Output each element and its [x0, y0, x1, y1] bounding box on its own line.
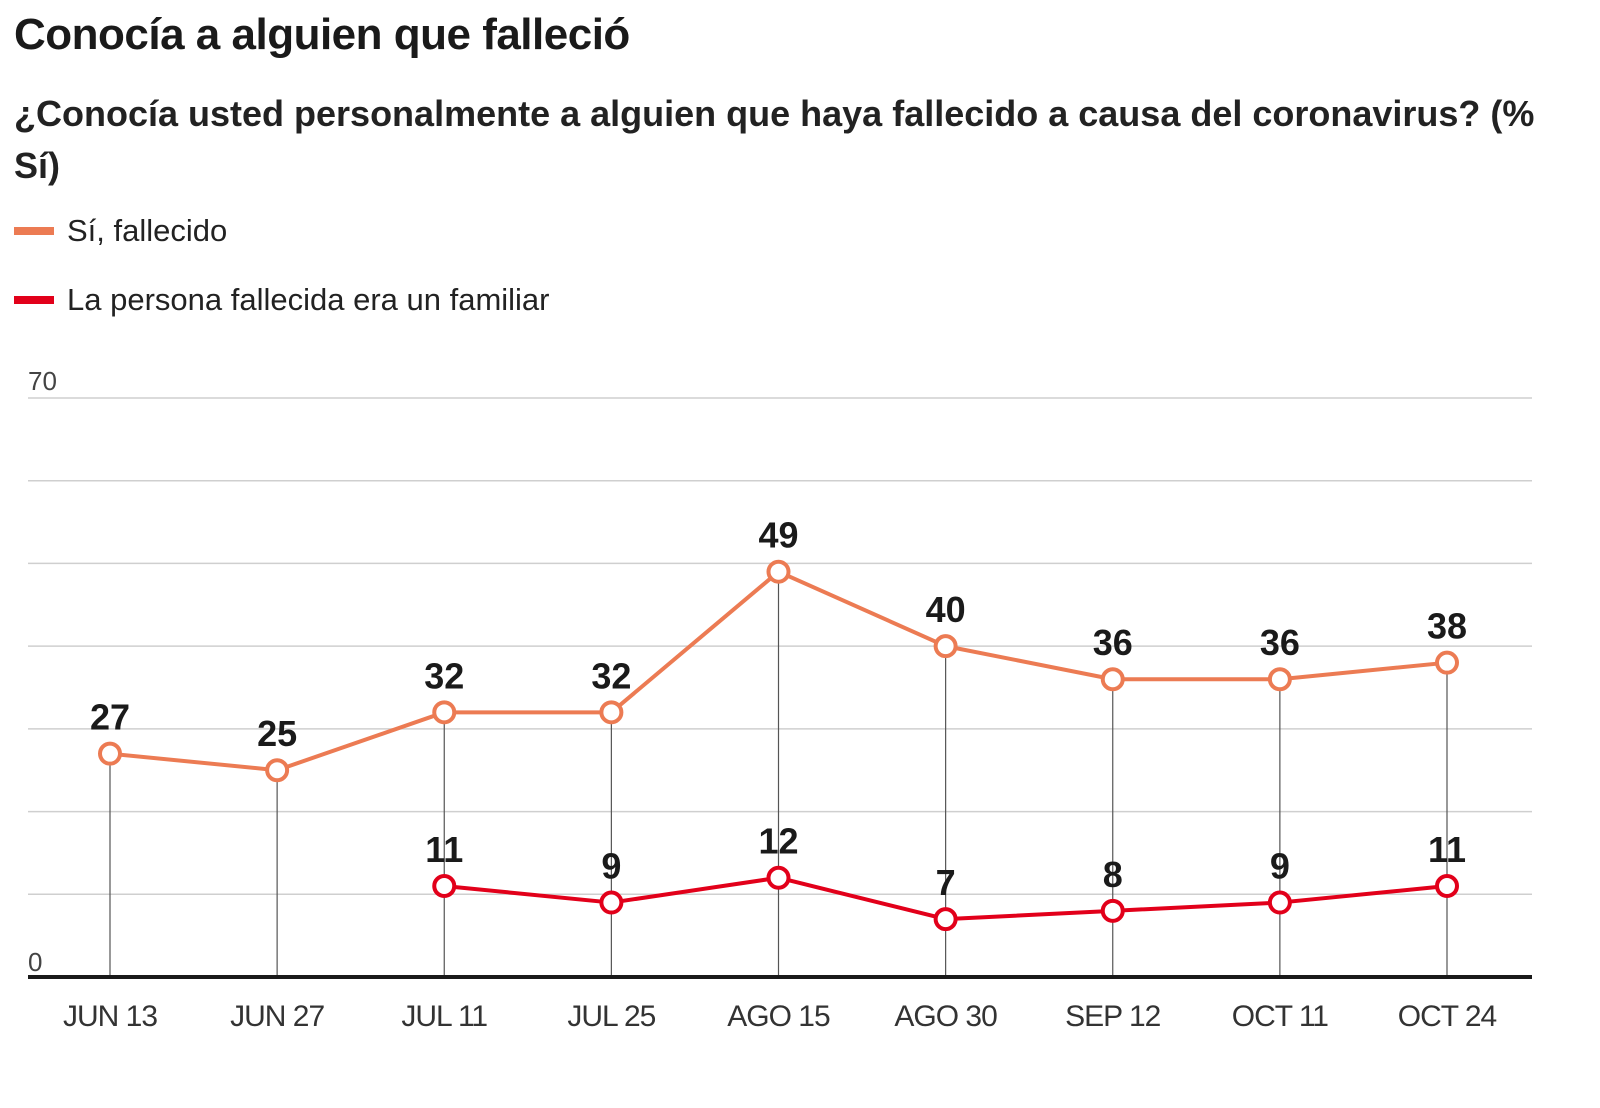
data-point-1: [432, 700, 457, 725]
y-tick-label-max: 70: [28, 366, 57, 396]
data-point-1: [766, 559, 791, 584]
data-point-1: [1435, 650, 1459, 675]
data-point-2: [1435, 874, 1459, 899]
x-tick-label: OCT 11: [1232, 1000, 1329, 1033]
data-point-1: [98, 741, 122, 766]
x-tick-label: AGO 30: [894, 1000, 997, 1033]
y-tick-label-min: 0: [28, 947, 42, 977]
data-label-1: 38: [1427, 606, 1467, 647]
data-point-2: [599, 890, 624, 915]
data-label-2: 11: [1428, 829, 1466, 870]
x-tick-label: JUL 11: [401, 1000, 487, 1033]
legend-swatch-fallecido: [14, 227, 54, 235]
data-point-2: [933, 907, 958, 932]
data-label-1: 36: [1093, 622, 1133, 663]
data-label-2: 11: [425, 829, 463, 870]
data-label-1: 25: [257, 713, 297, 754]
data-label-1: 36: [1260, 622, 1300, 663]
data-label-2: 9: [601, 846, 621, 887]
x-tick-label: JUN 13: [63, 1000, 157, 1033]
data-label-2: 7: [936, 862, 956, 903]
legend-label-fallecido: Sí, fallecido: [67, 213, 228, 248]
data-label-2: 12: [758, 821, 798, 862]
data-point-1: [1267, 667, 1292, 692]
data-point-1: [599, 700, 624, 725]
data-point-2: [766, 865, 791, 890]
chart-subtitle: ¿Conocía usted personalmente a alguien q…: [14, 93, 1535, 186]
x-tick-label: OCT 24: [1398, 1000, 1497, 1033]
legend-item-familiar: La persona fallecida era un familiar: [14, 282, 550, 318]
data-label-1: 27: [90, 697, 130, 738]
legend-swatch-familiar: [14, 296, 54, 304]
x-tick-label: AGO 15: [727, 1000, 830, 1033]
legend-item-fallecido: Sí, fallecido: [14, 213, 227, 249]
data-label-1: 40: [926, 589, 966, 630]
legend-label-familiar: La persona fallecida era un familiar: [67, 282, 550, 317]
data-label-1: 49: [758, 515, 798, 556]
data-label-2: 8: [1103, 854, 1123, 895]
x-tick-label: JUN 27: [230, 1000, 324, 1033]
x-tick-label: SEP 12: [1065, 1000, 1161, 1033]
data-point-1: [933, 634, 958, 659]
data-point-1: [265, 758, 290, 783]
data-label-1: 32: [424, 655, 464, 696]
data-label-2: 9: [1270, 846, 1290, 887]
data-point-2: [1100, 898, 1125, 923]
data-point-2: [1267, 890, 1292, 915]
x-tick-label: JUL 25: [567, 1000, 655, 1033]
data-point-2: [432, 874, 457, 899]
chart-title: Conocía a alguien que falleció: [14, 10, 630, 59]
data-label-1: 32: [591, 655, 631, 696]
data-point-1: [1100, 667, 1125, 692]
